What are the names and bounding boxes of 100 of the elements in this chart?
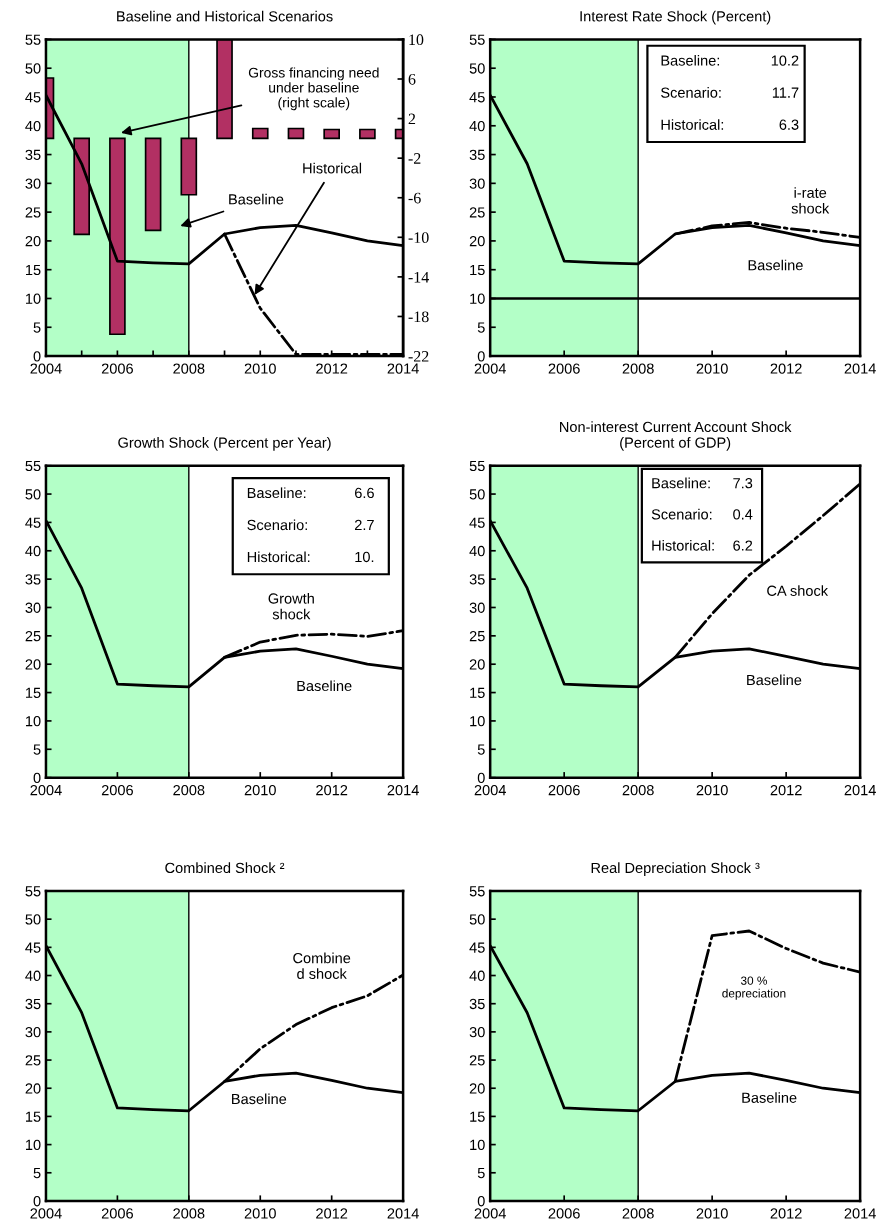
x-tick-label: 2004 bbox=[30, 1208, 62, 1219]
series-label: Baseline bbox=[747, 674, 802, 686]
x-tick-label: 2008 bbox=[173, 1208, 205, 1219]
annotation: 11.7 bbox=[772, 87, 799, 98]
y2-tick-label: -10 bbox=[408, 232, 429, 244]
series-label: 30 % depreciation bbox=[722, 976, 786, 1000]
x-tick-label: 2010 bbox=[244, 784, 276, 796]
y-tick-label: 15 bbox=[470, 1111, 485, 1122]
chart-title: Non-interest Current Account Shock (Percent of GDP) bbox=[560, 421, 792, 451]
annotation: 6.3 bbox=[779, 119, 799, 130]
x-tick-label: 2006 bbox=[101, 363, 133, 374]
y-tick-label: 5 bbox=[33, 744, 41, 755]
x-tick-label: 2004 bbox=[30, 784, 62, 796]
y-tick-label: 55 bbox=[469, 886, 485, 897]
y-tick-label: 55 bbox=[25, 886, 41, 897]
y-tick-label: 45 bbox=[469, 942, 485, 953]
y-tick-label: 25 bbox=[469, 207, 485, 218]
y2-tick-label: 6 bbox=[408, 73, 416, 85]
y-tick-label: 15 bbox=[26, 687, 41, 698]
x-tick-label: 2006 bbox=[548, 784, 580, 796]
x-tick-label: 2012 bbox=[316, 363, 348, 374]
y-tick-label: 15 bbox=[26, 264, 41, 276]
y-tick-label: 20 bbox=[469, 236, 485, 247]
y-tick-label: 0 bbox=[33, 1196, 41, 1207]
y-tick-label: 55 bbox=[25, 34, 41, 45]
chart-title: Interest Rate Shock (Percent) bbox=[580, 10, 771, 25]
series-label: i-rate shock bbox=[791, 187, 830, 214]
y-tick-label: 25 bbox=[25, 630, 41, 642]
y-tick-label: 15 bbox=[26, 1111, 41, 1122]
y-tick-label: 30 bbox=[469, 602, 485, 613]
x-tick-label: 2010 bbox=[696, 363, 728, 374]
x-tick-label: 2008 bbox=[622, 363, 654, 374]
x-tick-label: 2008 bbox=[622, 784, 654, 796]
y2-tick-label: 10 bbox=[409, 34, 424, 46]
y-tick-label: 10 bbox=[470, 1139, 485, 1151]
series-label: Baseline bbox=[297, 680, 352, 692]
annotation: Historical: bbox=[247, 551, 310, 563]
annotation: Scenario: bbox=[651, 508, 712, 520]
annotation: 6.2 bbox=[733, 540, 753, 551]
y-tick-label: 20 bbox=[25, 1083, 41, 1094]
series-label: Combine d shock bbox=[293, 952, 351, 979]
y-tick-label: 50 bbox=[25, 63, 41, 74]
y-tick-label: 25 bbox=[469, 630, 485, 642]
x-tick-label: 2006 bbox=[548, 363, 580, 374]
chart-title: Real Depreciation Shock ³ bbox=[591, 862, 760, 876]
y-tick-label: 35 bbox=[25, 149, 41, 160]
chart-title: Growth Shock (Percent per Year) bbox=[118, 437, 331, 451]
y-tick-label: 55 bbox=[25, 460, 41, 472]
y-tick-label: 35 bbox=[25, 998, 41, 1010]
y-tick-label: 40 bbox=[469, 970, 485, 981]
x-tick-label: 2012 bbox=[770, 784, 802, 796]
y-tick-label: 10 bbox=[26, 293, 41, 304]
y-tick-label: 45 bbox=[25, 92, 41, 103]
annotation: 0.4 bbox=[733, 509, 753, 520]
chart-title: Baseline and Historical Scenarios bbox=[117, 10, 333, 22]
annotation: 6.6 bbox=[355, 487, 374, 499]
series-label: Gross financing need under baseline (right scale) bbox=[248, 67, 379, 111]
annotation: 7.3 bbox=[733, 478, 753, 489]
x-tick-label: 2012 bbox=[770, 1208, 802, 1219]
y-tick-label: 30 bbox=[25, 602, 41, 613]
y-tick-label: 45 bbox=[469, 517, 485, 528]
annotation: 10.2 bbox=[771, 55, 799, 66]
x-tick-label: 2004 bbox=[30, 363, 62, 374]
annotation: 10. bbox=[355, 551, 374, 563]
annotation: Baseline: bbox=[652, 477, 710, 489]
series-label: Growth shock bbox=[268, 592, 314, 620]
y-tick-label: 40 bbox=[25, 545, 41, 557]
y-tick-label: 20 bbox=[469, 1083, 485, 1094]
annotation: Scenario: bbox=[661, 87, 721, 98]
y-tick-label: 5 bbox=[477, 744, 485, 755]
x-tick-label: 2014 bbox=[844, 784, 876, 796]
y-tick-label: 20 bbox=[25, 659, 41, 670]
x-tick-label: 2014 bbox=[844, 363, 876, 374]
y-tick-label: 45 bbox=[25, 517, 41, 528]
x-tick-label: 2012 bbox=[770, 363, 802, 374]
y-tick-label: 40 bbox=[25, 120, 41, 132]
x-tick-label: 2012 bbox=[316, 1208, 348, 1219]
y-tick-label: 35 bbox=[25, 574, 41, 585]
x-tick-label: 2014 bbox=[387, 784, 419, 796]
y-tick-label: 0 bbox=[477, 351, 485, 362]
y-tick-label: 20 bbox=[469, 659, 485, 670]
y-tick-label: 35 bbox=[469, 574, 485, 585]
x-tick-label: 2012 bbox=[316, 784, 348, 796]
y2-tick-label: -22 bbox=[408, 351, 429, 362]
y-tick-label: 25 bbox=[25, 207, 41, 218]
y-tick-label: 15 bbox=[470, 264, 485, 276]
y-tick-label: 10 bbox=[26, 716, 41, 727]
y-tick-label: 40 bbox=[25, 970, 41, 981]
y-tick-label: 50 bbox=[25, 914, 41, 925]
annotation: Baseline: bbox=[247, 487, 306, 499]
y-tick-label: 10 bbox=[470, 293, 485, 304]
text: Historical bbox=[303, 162, 362, 174]
x-tick-label: 2004 bbox=[474, 363, 506, 374]
y-tick-label: 50 bbox=[469, 63, 485, 74]
y-tick-label: 10 bbox=[26, 1139, 41, 1151]
x-tick-label: 2006 bbox=[548, 1208, 580, 1219]
annotation: Historical: bbox=[652, 540, 714, 551]
series-label: Baseline bbox=[742, 1092, 797, 1103]
y2-tick-label: 2 bbox=[408, 113, 416, 125]
y-tick-label: 25 bbox=[469, 1055, 485, 1066]
